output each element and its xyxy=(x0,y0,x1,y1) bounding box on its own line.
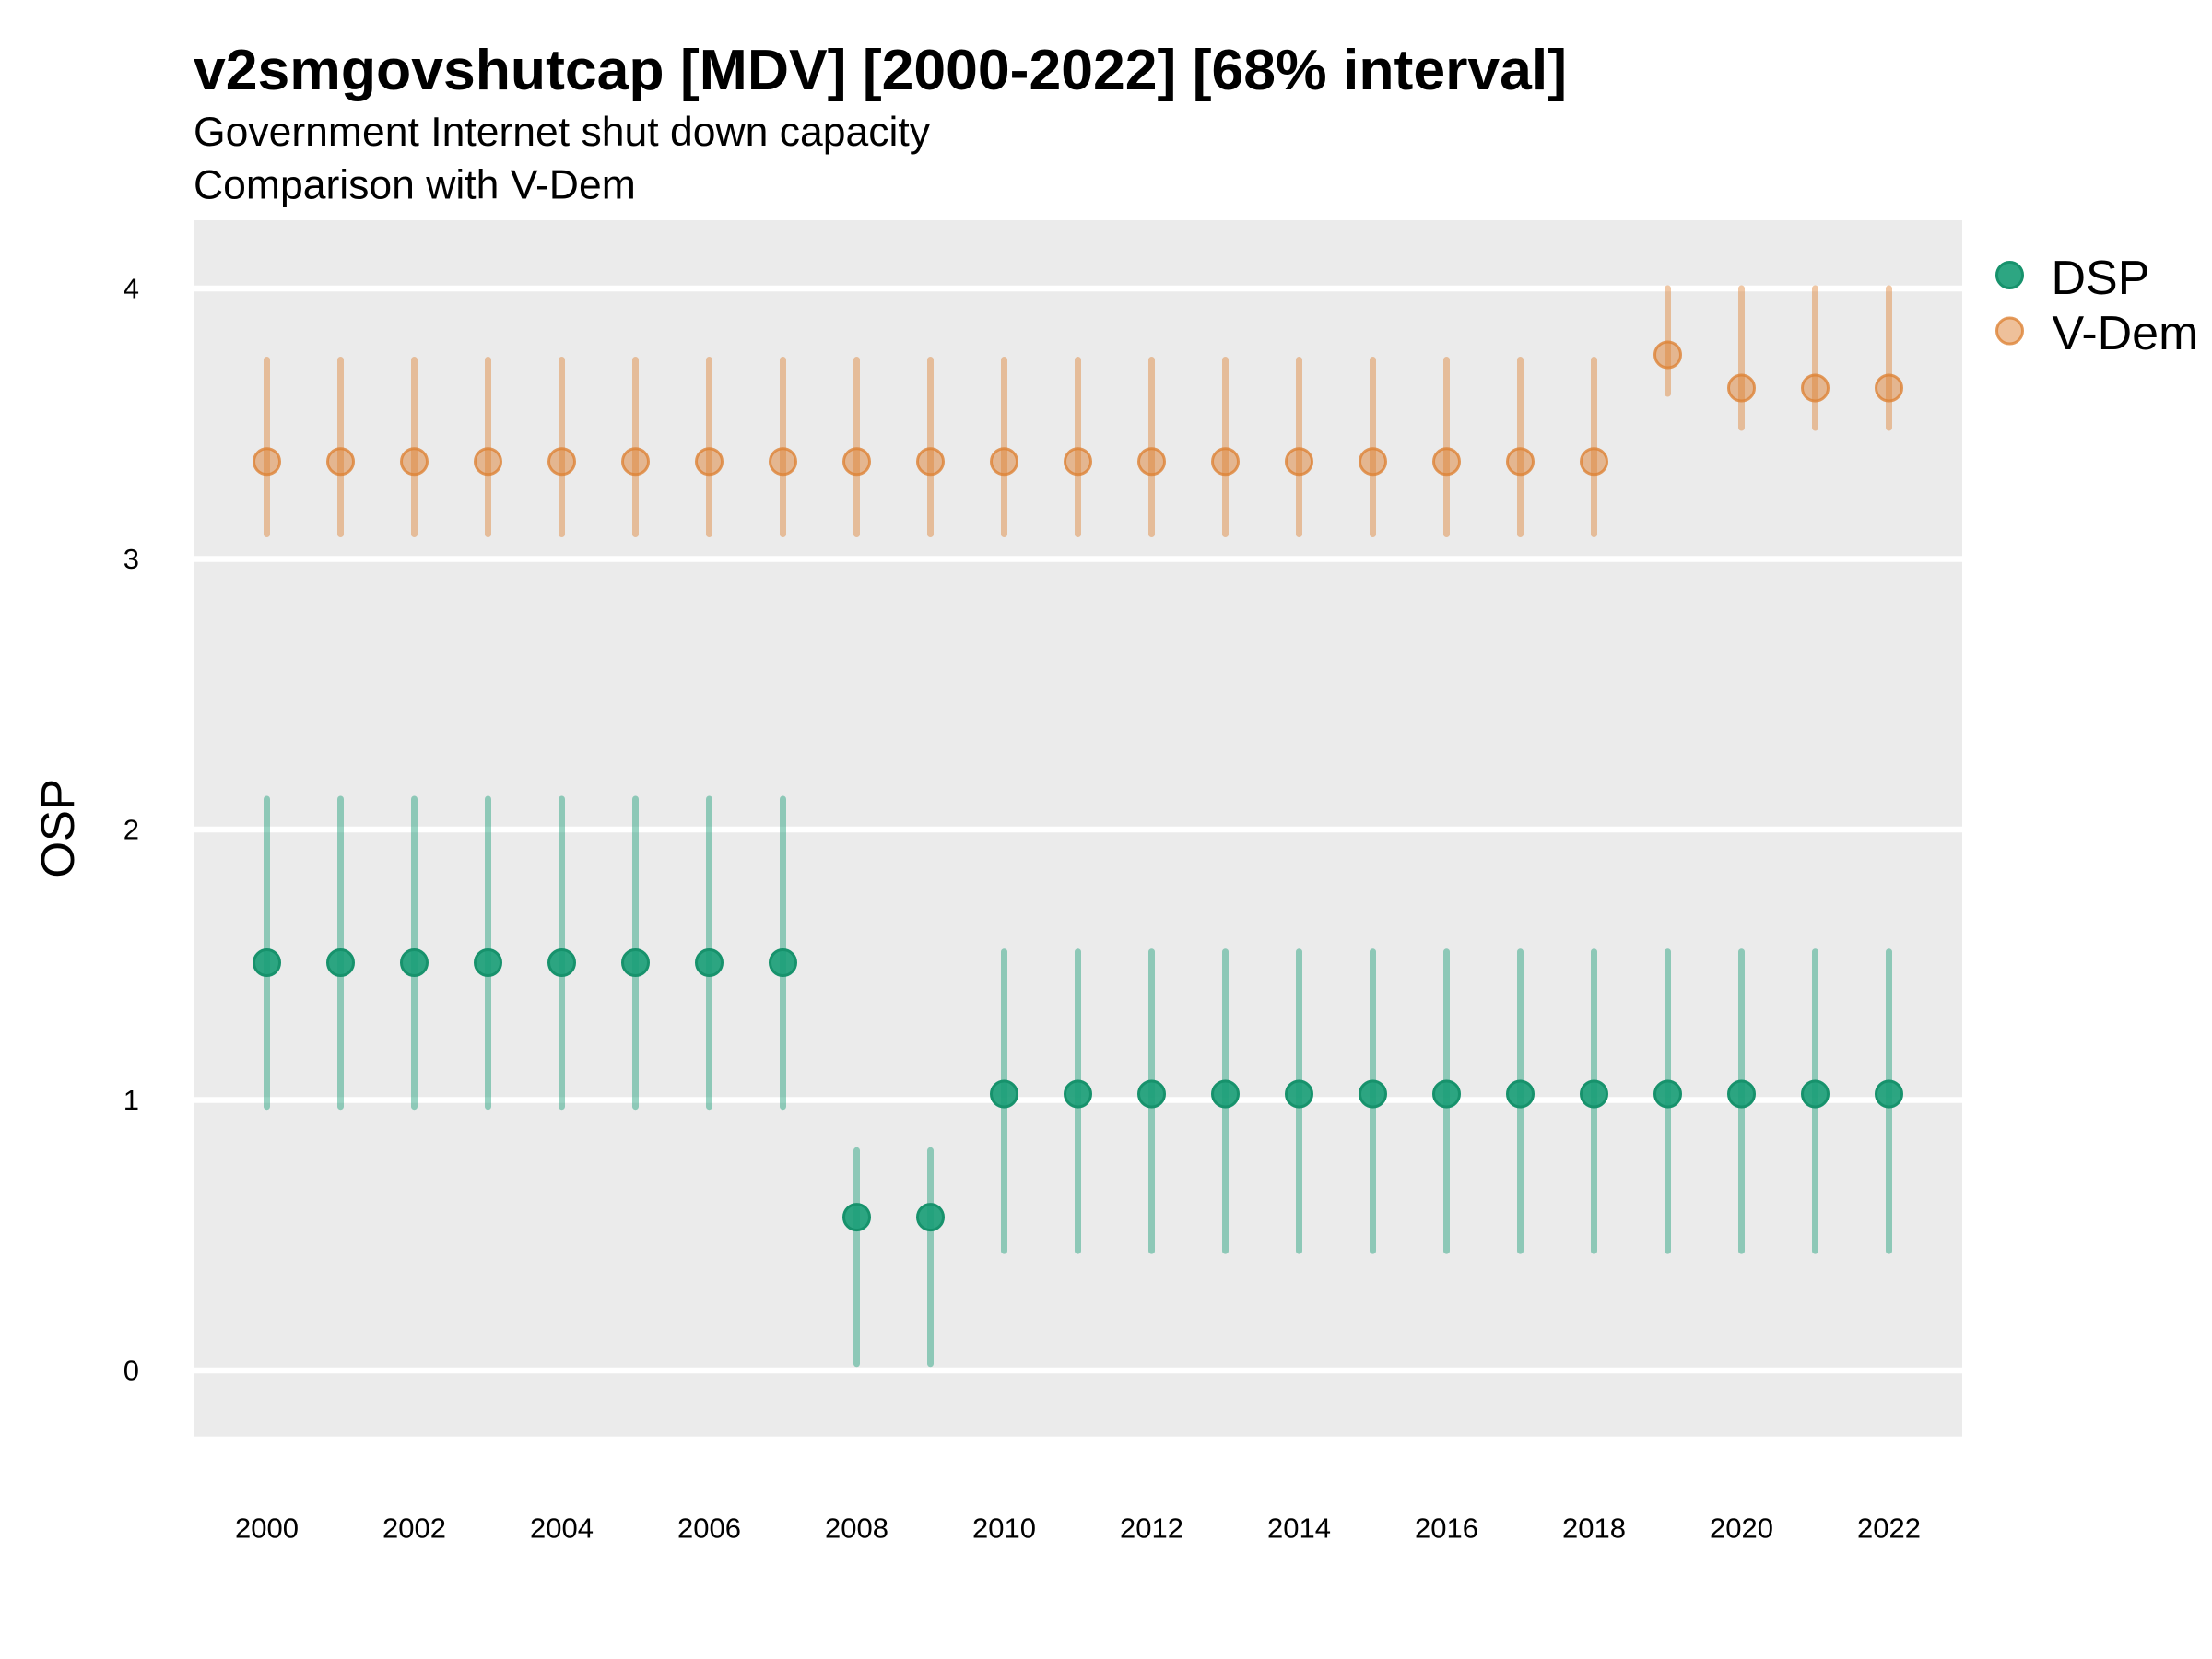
svg-text:2010: 2010 xyxy=(972,1512,1036,1545)
svg-text:2018: 2018 xyxy=(1562,1512,1626,1545)
svg-text:2012: 2012 xyxy=(1120,1512,1183,1545)
svg-text:2006: 2006 xyxy=(677,1512,741,1545)
svg-text:2002: 2002 xyxy=(382,1512,446,1545)
svg-text:Government Internet shut down: Government Internet shut down capacity xyxy=(194,110,931,155)
svg-text:v2smgovshutcap [MDV] [2000-202: v2smgovshutcap [MDV] [2000-2022] [68% in… xyxy=(194,38,1567,102)
svg-text:2: 2 xyxy=(124,814,139,846)
svg-text:2000: 2000 xyxy=(235,1512,299,1545)
svg-text:2014: 2014 xyxy=(1267,1512,1331,1545)
svg-text:0: 0 xyxy=(124,1355,139,1387)
svg-text:OSP: OSP xyxy=(31,779,84,878)
svg-text:2020: 2020 xyxy=(1710,1512,1773,1545)
svg-text:2016: 2016 xyxy=(1415,1512,1478,1545)
svg-text:2008: 2008 xyxy=(825,1512,888,1545)
svg-text:1: 1 xyxy=(124,1084,139,1116)
svg-text:2022: 2022 xyxy=(1857,1512,1921,1545)
svg-text:Comparison with V-Dem: Comparison with V-Dem xyxy=(194,163,636,208)
svg-text:3: 3 xyxy=(124,543,139,575)
svg-text:DSP: DSP xyxy=(2052,252,2150,305)
svg-text:2004: 2004 xyxy=(530,1512,594,1545)
svg-text:4: 4 xyxy=(124,273,139,305)
svg-text:V-Dem: V-Dem xyxy=(2053,307,2199,360)
